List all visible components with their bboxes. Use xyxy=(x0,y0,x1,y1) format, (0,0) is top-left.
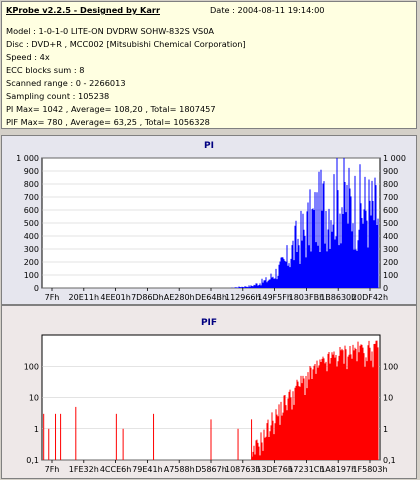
y-tick-label-left: 0,1 xyxy=(26,456,39,465)
app-title: KProbe v2.2.5 - Designed by Karr xyxy=(6,5,160,15)
y-tick-label-right: 200 xyxy=(383,258,398,267)
x-tick-label: 1A8197h xyxy=(320,465,356,474)
y-tick-label-left: 900 xyxy=(24,167,39,176)
y-tick-label-right: 0,1 xyxy=(383,456,396,465)
x-tick-label: 1803FBh xyxy=(289,293,325,302)
y-tick-label-right: 500 xyxy=(383,219,398,228)
x-tick-label: 7Fh xyxy=(45,293,60,302)
y-tick-label-left: 300 xyxy=(24,245,39,254)
y-tick-label-right: 1 000 xyxy=(383,154,406,163)
y-tick-label-right: 1 xyxy=(383,425,388,434)
y-tick-label-left: 800 xyxy=(24,180,39,189)
y-tick-label-left: 600 xyxy=(24,206,39,215)
y-tick-label-right: 600 xyxy=(383,206,398,215)
x-tick-label: A7588h xyxy=(164,465,195,474)
y-tick-label-right: 300 xyxy=(383,245,398,254)
x-tick-label: 4EE01h xyxy=(100,293,130,302)
scan-date: Date : 2004-08-11 19:14:00 xyxy=(210,5,325,15)
y-tick-label-left: 1 000 xyxy=(16,154,39,163)
disc-info-panel: KProbe v2.2.5 - Designed by Karr Date : … xyxy=(1,1,417,129)
y-tick-label-right: 900 xyxy=(383,167,398,176)
y-tick-label-left: 400 xyxy=(24,232,39,241)
y-tick-label-left: 200 xyxy=(24,258,39,267)
info-disc: Disc : DVD+R , MCC002 [Mitsubishi Chemic… xyxy=(6,39,246,49)
info-pi-stats: PI Max= 1042 , Average= 108,20 , Total= … xyxy=(6,104,216,114)
y-tick-label-left: 1 xyxy=(34,425,39,434)
y-tick-label-right: 800 xyxy=(383,180,398,189)
y-tick-label-left: 100 xyxy=(24,362,39,371)
y-tick-label-right: 100 xyxy=(383,362,398,371)
y-tick-label-right: 400 xyxy=(383,232,398,241)
pi-chart-panel: PI 0 0 100 100 200 200 300 300 400 400 500 500 600 60… xyxy=(1,135,417,305)
x-tick-label: 20DF42h xyxy=(352,293,388,302)
x-tick-label: 149F5Fh xyxy=(257,293,292,302)
pif-chart: 0,1 0,1 1 1 10 10 100 100 7Fh 1FE32h 4CCE6h 79E41h A… xyxy=(24,334,398,474)
x-tick-label: 17231Ch xyxy=(288,465,324,474)
y-tick-label-right: 10 xyxy=(383,394,393,403)
x-tick-label: 108763h xyxy=(225,465,261,474)
y-tick-label-left: 700 xyxy=(24,193,39,202)
info-pif-stats: PIF Max= 780 , Average= 63,25 , Total= 1… xyxy=(6,117,210,127)
pif-chart-title: PIF xyxy=(200,318,218,328)
x-tick-label: DE64Bh xyxy=(195,293,227,302)
y-tick-label-right: 100 xyxy=(383,271,398,280)
x-tick-label: 4CCE6h xyxy=(100,465,131,474)
x-tick-label: 79E41h xyxy=(132,465,162,474)
x-tick-label: 7D86Dh xyxy=(131,293,164,302)
x-tick-label: 7Fh xyxy=(45,465,60,474)
info-model: Model : 1-0-1-0 LITE-ON DVDRW SOHW-832S … xyxy=(6,26,215,36)
x-tick-label: 13DE76h xyxy=(256,465,293,474)
pif-chart-panel: PIF 0,1 0,1 1 1 10 10 100 100 7Fh 1FE32h 4CCE6h 79E… xyxy=(1,305,417,479)
x-tick-label: 112966h xyxy=(225,293,261,302)
y-tick-label-left: 10 xyxy=(29,394,39,403)
y-tick-label-right: 700 xyxy=(383,193,398,202)
y-tick-label-left: 500 xyxy=(24,219,39,228)
info-range: Scanned range : 0 - 2266013 xyxy=(6,78,126,88)
pi-chart: 0 0 100 100 200 200 300 300 400 400 500 500 600 600 70… xyxy=(16,154,406,302)
pi-chart-title: PI xyxy=(204,141,214,151)
x-tick-label: 1FE32h xyxy=(69,465,99,474)
x-tick-label: 1B8630h xyxy=(320,293,356,302)
y-tick-label-right: 0 xyxy=(383,284,388,293)
y-tick-label-left: 0 xyxy=(34,284,39,293)
x-tick-label: AE280h xyxy=(164,293,195,302)
info-ecc: ECC blocks sum : 8 xyxy=(6,65,85,75)
x-tick-label: 1F5803h xyxy=(352,465,387,474)
info-speed: Speed : 4x xyxy=(6,52,50,62)
x-tick-label: 20E11h xyxy=(69,293,99,302)
info-sampling: Sampling count : 105238 xyxy=(6,91,110,101)
y-tick-label-left: 100 xyxy=(24,271,39,280)
x-tick-label: D5867h xyxy=(195,465,227,474)
